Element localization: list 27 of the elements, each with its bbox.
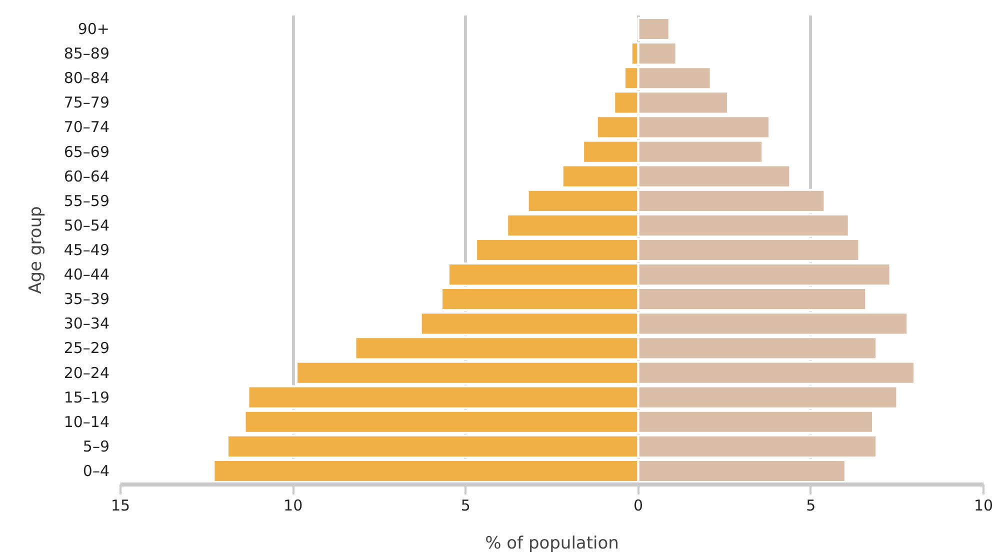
x-tick-label: 0 [634,496,644,514]
y-tick-label: 25–29 [64,339,110,358]
y-axis-title: Age group [26,206,46,294]
y-tick-label: 45–49 [64,241,110,259]
x-axis-title: % of population [485,534,619,554]
y-tick-label: 50–54 [64,216,110,234]
y-tick-label: 35–39 [64,290,110,308]
x-tick-label: 15 [110,496,130,514]
y-tick-label: 80–84 [64,69,110,88]
y-tick-label: 55–59 [64,192,110,210]
x-tick-label: 10 [284,496,303,514]
x-tick-label: 5 [806,496,816,514]
y-tick-label: 0–4 [82,462,110,480]
y-tick-label: 10–14 [64,412,110,431]
y-tick-label: 90+ [78,20,110,38]
y-tick-label: 40–44 [64,266,110,284]
y-tick-label: 15–19 [64,388,110,406]
y-tick-label: 5–9 [82,437,110,456]
y-tick-label: 70–74 [64,118,110,136]
x-tick-label: 10 [974,496,994,514]
y-tick-label: 75–79 [64,94,110,112]
y-tick-label: 65–69 [64,142,110,161]
y-tick-label: 85–89 [64,44,110,63]
y-tick-label: 60–64 [64,167,110,186]
y-tick-label: 20–24 [64,364,110,382]
x-tick-label: 5 [460,496,470,514]
y-tick-label: 30–34 [64,314,110,333]
